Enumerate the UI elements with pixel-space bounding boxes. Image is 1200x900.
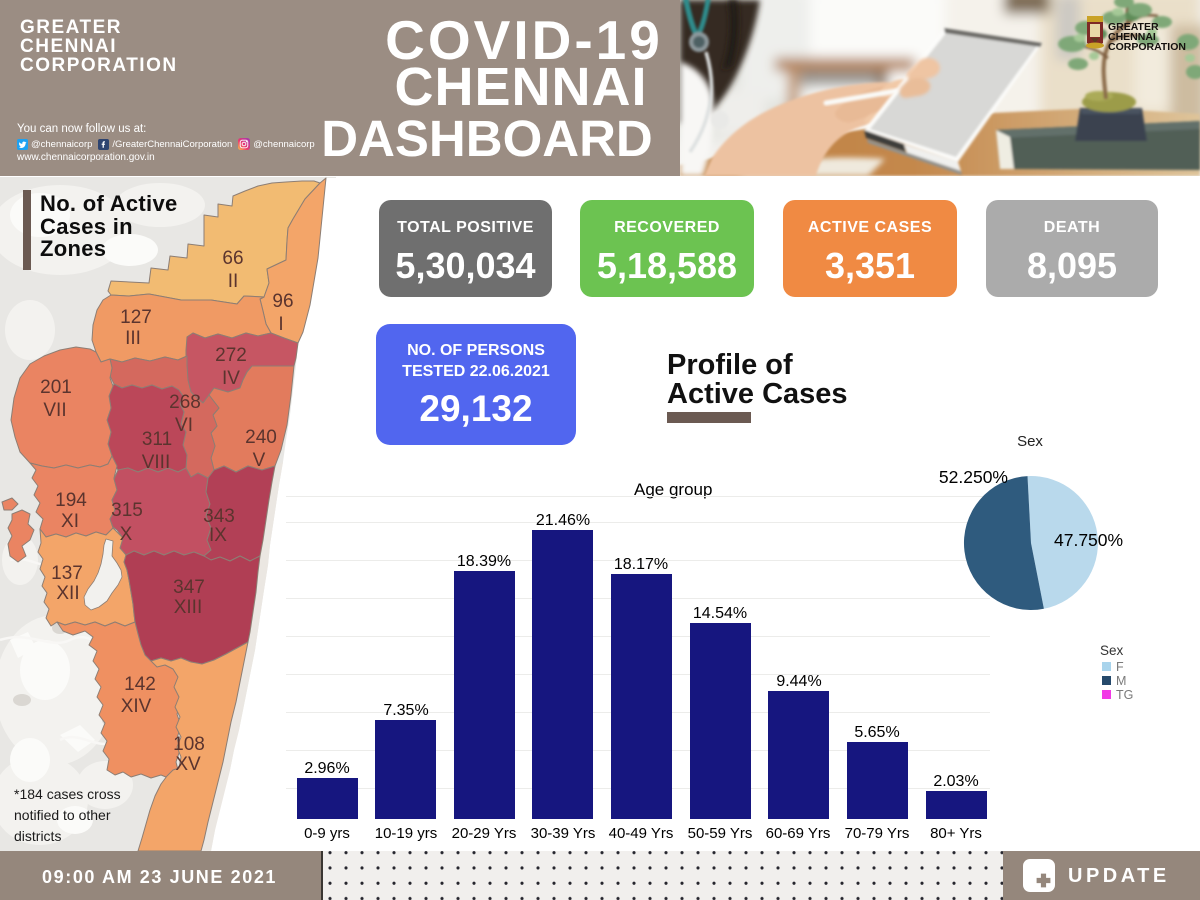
svg-text:96: 96 (272, 291, 293, 312)
svg-text:M: M (1116, 674, 1126, 688)
svg-text:66: 66 (222, 248, 243, 269)
svg-text:III: III (125, 328, 141, 349)
svg-text:V: V (253, 450, 266, 471)
svg-text:IV: IV (222, 368, 240, 389)
svg-text:Sex: Sex (1100, 643, 1124, 658)
svg-text:I: I (278, 314, 283, 335)
svg-text:240: 240 (245, 427, 277, 448)
svg-text:108: 108 (173, 734, 205, 755)
svg-text:XII: XII (56, 583, 79, 604)
svg-text:Sex: Sex (1017, 433, 1043, 450)
svg-text:142: 142 (124, 674, 156, 695)
svg-text:TG: TG (1116, 688, 1133, 702)
svg-text:315: 315 (111, 500, 143, 521)
svg-text:268: 268 (169, 392, 201, 413)
svg-text:VI: VI (175, 415, 193, 436)
svg-text:347: 347 (173, 577, 205, 598)
svg-text:311: 311 (142, 429, 172, 450)
svg-text:VII: VII (43, 400, 66, 421)
svg-text:52.250%: 52.250% (939, 467, 1008, 487)
svg-text:CHENNAI: CHENNAI (1108, 31, 1156, 43)
svg-text:XIV: XIV (121, 696, 152, 717)
svg-text:GREATER: GREATER (1108, 21, 1159, 33)
svg-text:272: 272 (215, 345, 247, 366)
svg-text:XI: XI (61, 511, 79, 532)
svg-text:VIII: VIII (142, 452, 171, 473)
svg-text:343: 343 (203, 506, 235, 527)
svg-text:CORPORATION: CORPORATION (1108, 41, 1186, 53)
svg-text:X: X (120, 524, 133, 545)
svg-text:II: II (228, 271, 239, 292)
svg-text:137: 137 (51, 563, 83, 584)
svg-text:127: 127 (120, 307, 152, 328)
svg-text:201: 201 (40, 377, 72, 398)
svg-text:F: F (1116, 660, 1124, 674)
svg-text:XIII: XIII (174, 597, 203, 618)
svg-text:XV: XV (175, 754, 201, 775)
svg-text:IX: IX (209, 525, 227, 546)
svg-text:47.750%: 47.750% (1054, 530, 1123, 550)
svg-text:194: 194 (55, 490, 87, 511)
